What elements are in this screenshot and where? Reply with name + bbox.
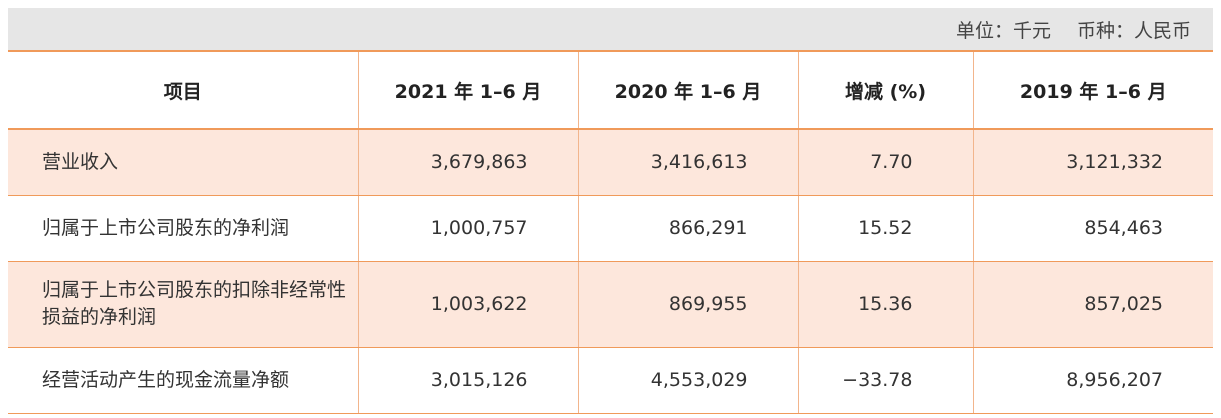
unit-label: 单位：千元 <box>955 19 1051 42</box>
header-2021: 2021 年 1–6 月 <box>357 50 578 130</box>
row-label: 归属于上市公司股东的净利润 <box>8 195 358 262</box>
cell-2019: 3,121,332 <box>972 129 1213 196</box>
header-2019: 2019 年 1–6 月 <box>972 50 1213 130</box>
cell-2021: 1,003,622 <box>357 261 578 348</box>
table-row: 经营活动产生的现金流量净额 3,015,126 4,553,029 −33.78… <box>8 347 1213 414</box>
header-change: 增减 (%) <box>797 50 973 130</box>
cell-change: −33.78 <box>797 347 973 414</box>
cell-change: 15.36 <box>797 261 973 348</box>
unit-bar: 单位：千元 币种：人民币 <box>8 8 1213 50</box>
currency-label: 币种：人民币 <box>1076 19 1191 42</box>
row-label: 营业收入 <box>8 129 358 196</box>
cell-2020: 869,955 <box>577 261 798 348</box>
cell-2020: 3,416,613 <box>577 129 798 196</box>
cell-2021: 1,000,757 <box>357 195 578 262</box>
header-item: 项目 <box>8 50 358 130</box>
financial-table: 项目 2021 年 1–6 月 2020 年 1–6 月 增减 (%) 2019… <box>8 50 1213 414</box>
cell-change: 15.52 <box>797 195 973 262</box>
header-row: 项目 2021 年 1–6 月 2020 年 1–6 月 增减 (%) 2019… <box>8 50 1213 130</box>
cell-change: 7.70 <box>797 129 973 196</box>
cell-2019: 8,956,207 <box>972 347 1213 414</box>
cell-2019: 857,025 <box>972 261 1213 348</box>
cell-2020: 4,553,029 <box>577 347 798 414</box>
row-label: 经营活动产生的现金流量净额 <box>8 347 358 414</box>
row-label: 归属于上市公司股东的扣除非经常性损益的净利润 <box>8 261 358 348</box>
header-2020: 2020 年 1–6 月 <box>577 50 798 130</box>
table-row: 归属于上市公司股东的扣除非经常性损益的净利润 1,003,622 869,955… <box>8 261 1213 348</box>
table-row: 营业收入 3,679,863 3,416,613 7.70 3,121,332 <box>8 129 1213 196</box>
cell-2019: 854,463 <box>972 195 1213 262</box>
cell-2020: 866,291 <box>577 195 798 262</box>
cell-2021: 3,679,863 <box>357 129 578 196</box>
cell-2021: 3,015,126 <box>357 347 578 414</box>
table-row: 归属于上市公司股东的净利润 1,000,757 866,291 15.52 85… <box>8 195 1213 262</box>
